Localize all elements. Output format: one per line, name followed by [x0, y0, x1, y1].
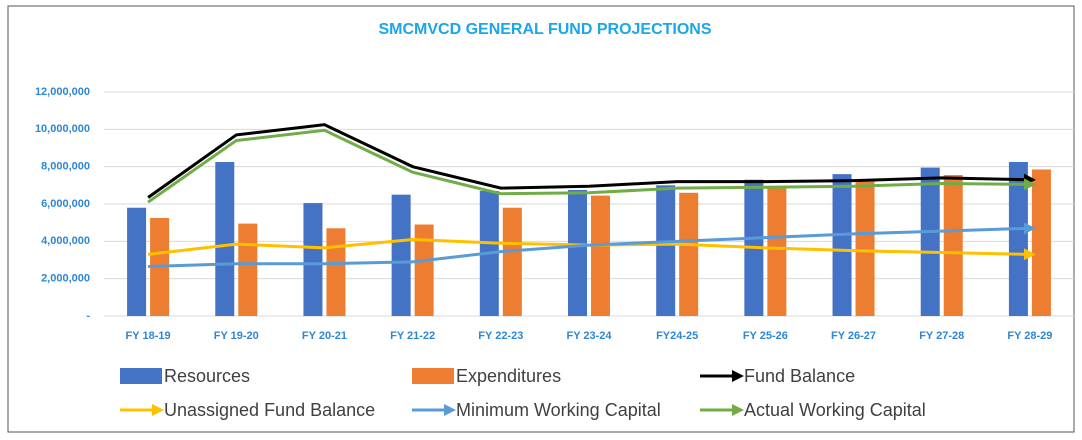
bar	[1008, 162, 1028, 316]
bar	[656, 185, 676, 316]
y-tick-label: 10,000,000	[35, 123, 90, 135]
bar	[920, 167, 940, 316]
bar	[591, 195, 610, 316]
legend-swatch	[412, 368, 454, 384]
y-tick-label: 2,000,000	[41, 273, 90, 285]
bar	[238, 223, 258, 316]
bar	[943, 175, 963, 316]
x-tick-label: FY24-25	[656, 330, 698, 342]
legend-label: Actual Working Capital	[744, 400, 926, 420]
x-tick-label: FY 20-21	[302, 330, 347, 342]
bar	[414, 224, 434, 316]
bar	[832, 174, 852, 316]
bar	[127, 207, 147, 316]
y-tick-label: 12,000,000	[35, 86, 90, 98]
legend-label: Minimum Working Capital	[456, 400, 661, 420]
line	[148, 222, 1036, 269]
y-tick-label: -	[86, 310, 90, 322]
line	[147, 123, 1036, 199]
bar	[767, 186, 787, 316]
x-tick-label: FY 21-22	[390, 330, 435, 342]
line	[147, 128, 1036, 204]
bar	[679, 192, 699, 316]
x-tick-label: FY 25-26	[743, 330, 788, 342]
bar	[1031, 169, 1051, 316]
x-tick-label: FY 18-19	[126, 330, 171, 342]
bar	[855, 181, 875, 316]
bar	[391, 194, 411, 316]
x-tick-label: FY 27-28	[919, 330, 964, 342]
x-tick-label: FY 26-27	[831, 330, 876, 342]
y-tick-label: 4,000,000	[41, 235, 90, 247]
bar	[568, 190, 587, 316]
x-tick-label: FY 19-20	[214, 330, 259, 342]
legend-label: Unassigned Fund Balance	[164, 400, 375, 420]
x-tick-label: FY 23-24	[566, 330, 612, 342]
legend-swatch	[120, 368, 162, 384]
legend-label: Fund Balance	[744, 366, 855, 386]
x-tick-label: FY 22-23	[478, 330, 523, 342]
legend-label: Expenditures	[456, 366, 561, 386]
bar	[215, 162, 235, 316]
bar	[502, 207, 522, 316]
x-tick-label: FY 28-29	[1007, 330, 1052, 342]
legend-label: Resources	[164, 366, 250, 386]
y-tick-label: 6,000,000	[41, 198, 90, 210]
bar	[303, 203, 323, 316]
chart-frame	[7, 5, 1075, 433]
chart-title: SMCMVCD GENERAL FUND PROJECTIONS	[378, 21, 711, 38]
y-tick-label: 8,000,000	[41, 161, 90, 173]
bar	[326, 228, 346, 316]
